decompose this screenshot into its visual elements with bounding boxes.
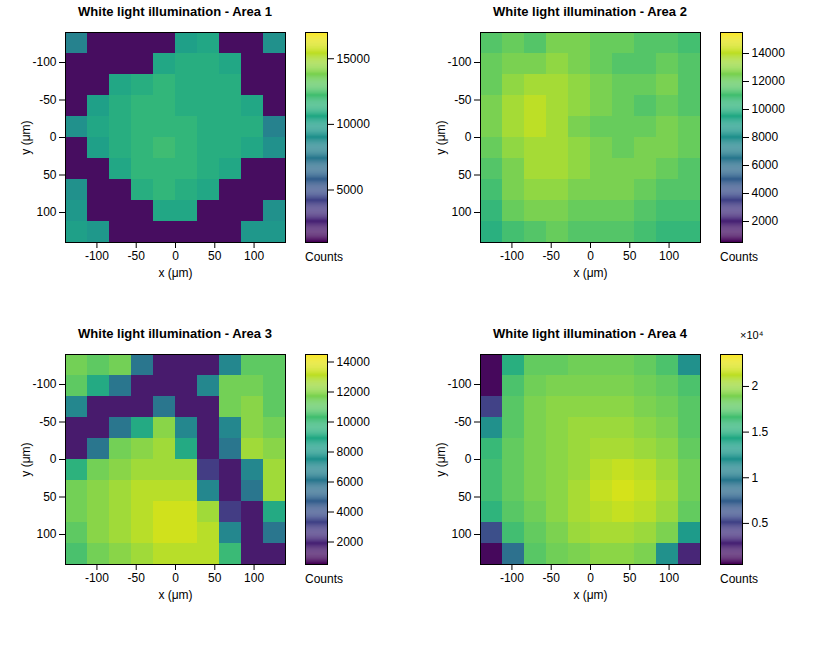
- svg-text:100: 100: [244, 571, 264, 585]
- svg-text:2000: 2000: [337, 535, 364, 549]
- svg-text:100: 100: [36, 205, 56, 219]
- svg-text:0: 0: [172, 571, 179, 585]
- svg-text:-100: -100: [447, 55, 471, 69]
- svg-text:50: 50: [43, 168, 57, 182]
- svg-text:-50: -50: [454, 93, 472, 107]
- svg-text:y (μm): y (μm): [434, 442, 448, 476]
- html-text:Counts: Counts: [720, 250, 758, 264]
- svg-text:50: 50: [623, 249, 637, 263]
- svg-text:1: 1: [752, 471, 759, 485]
- svg-text:-100: -100: [32, 55, 56, 69]
- html-text:Counts: Counts: [720, 572, 758, 586]
- svg-text:50: 50: [458, 168, 472, 182]
- svg-text:15000: 15000: [337, 52, 371, 66]
- svg-text:10000: 10000: [337, 415, 371, 429]
- svg-text:4000: 4000: [337, 505, 364, 519]
- svg-text:100: 100: [451, 205, 471, 219]
- svg-text:50: 50: [43, 490, 57, 504]
- svg-text:2000: 2000: [752, 214, 779, 228]
- svg-text:100: 100: [36, 527, 56, 541]
- svg-text:-50: -50: [39, 415, 57, 429]
- svg-text:y (μm): y (μm): [434, 120, 448, 154]
- svg-text:10000: 10000: [337, 117, 371, 131]
- svg-text:12000: 12000: [337, 385, 371, 399]
- svg-text:-50: -50: [128, 249, 146, 263]
- svg-text:8000: 8000: [752, 130, 779, 144]
- svg-text:1.5: 1.5: [752, 425, 769, 439]
- svg-text:0: 0: [50, 130, 57, 144]
- svg-text:-100: -100: [500, 249, 524, 263]
- svg-text:-100: -100: [500, 571, 524, 585]
- svg-text:10000: 10000: [752, 102, 786, 116]
- svg-text:50: 50: [623, 571, 637, 585]
- svg-text:-50: -50: [543, 249, 561, 263]
- html-text:×10⁴: ×10⁴: [740, 329, 764, 341]
- svg-text:x (μm): x (μm): [158, 266, 192, 280]
- svg-text:4000: 4000: [752, 186, 779, 200]
- svg-text:14000: 14000: [337, 355, 371, 369]
- svg-text:x (μm): x (μm): [573, 588, 607, 602]
- svg-text:-100: -100: [85, 571, 109, 585]
- html-text:White light illumination - Are: White light illumination - Area 1: [78, 4, 272, 19]
- svg-text:5000: 5000: [337, 183, 364, 197]
- svg-text:100: 100: [451, 527, 471, 541]
- svg-text:-100: -100: [447, 377, 471, 391]
- svg-text:0: 0: [465, 130, 472, 144]
- svg-text:14000: 14000: [752, 46, 786, 60]
- html-text:Counts: Counts: [305, 572, 343, 586]
- svg-text:2: 2: [752, 379, 759, 393]
- svg-text:6000: 6000: [337, 475, 364, 489]
- svg-text:8000: 8000: [337, 445, 364, 459]
- svg-text:50: 50: [208, 571, 222, 585]
- html-text:White light illumination - Are: White light illumination - Area 2: [493, 4, 687, 19]
- svg-text:0: 0: [587, 249, 594, 263]
- svg-text:-50: -50: [543, 571, 561, 585]
- svg-text:y (μm): y (μm): [19, 442, 33, 476]
- svg-text:0: 0: [465, 452, 472, 466]
- svg-text:-50: -50: [454, 415, 472, 429]
- svg-text:100: 100: [659, 571, 679, 585]
- svg-text:-100: -100: [85, 249, 109, 263]
- svg-text:x (μm): x (μm): [158, 588, 192, 602]
- svg-text:0: 0: [50, 452, 57, 466]
- svg-text:0.5: 0.5: [752, 516, 769, 530]
- svg-text:12000: 12000: [752, 74, 786, 88]
- html-text:White light illumination - Are: White light illumination - Area 3: [78, 326, 272, 341]
- svg-text:x (μm): x (μm): [573, 266, 607, 280]
- svg-text:-50: -50: [128, 571, 146, 585]
- html-text:White light illumination - Are: White light illumination - Area 4: [493, 326, 687, 341]
- svg-text:-100: -100: [32, 377, 56, 391]
- svg-text:100: 100: [659, 249, 679, 263]
- svg-text:6000: 6000: [752, 158, 779, 172]
- svg-text:y (μm): y (μm): [19, 120, 33, 154]
- svg-text:50: 50: [208, 249, 222, 263]
- svg-text:50: 50: [458, 490, 472, 504]
- svg-text:0: 0: [587, 571, 594, 585]
- svg-text:-50: -50: [39, 93, 57, 107]
- svg-text:100: 100: [244, 249, 264, 263]
- svg-text:0: 0: [172, 249, 179, 263]
- html-text:Counts: Counts: [305, 250, 343, 264]
